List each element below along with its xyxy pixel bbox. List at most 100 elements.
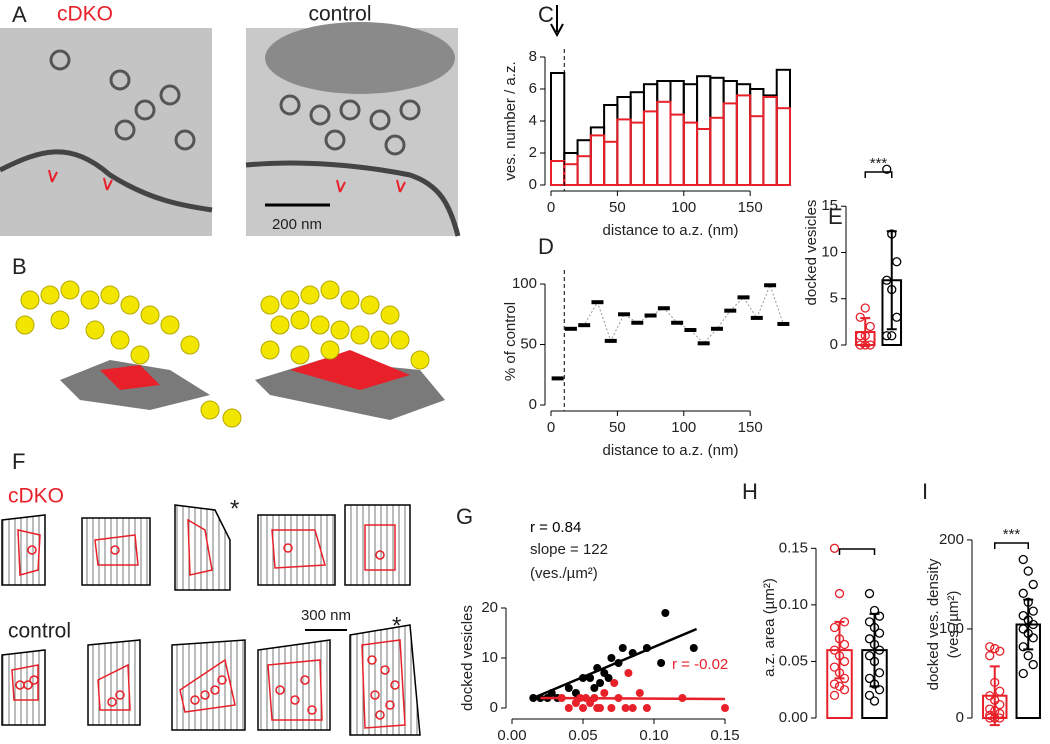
data-point bbox=[621, 704, 630, 712]
data-point bbox=[834, 668, 845, 678]
y-tick-label: 2 bbox=[529, 144, 537, 161]
panel-label: C bbox=[538, 2, 554, 27]
data-point bbox=[864, 617, 875, 627]
group-label: cDKO bbox=[8, 485, 64, 508]
data-point bbox=[995, 699, 1005, 710]
panel-label: G bbox=[456, 504, 473, 529]
data-point bbox=[596, 679, 605, 687]
x-tick-label: 0 bbox=[547, 199, 555, 216]
y-axis-label: docked vesicles bbox=[459, 605, 476, 711]
data-point bbox=[689, 644, 698, 652]
series-annotation: r = 0.84 bbox=[530, 519, 581, 536]
data-point bbox=[869, 605, 880, 616]
x-tick-label: 0.00 bbox=[497, 727, 526, 744]
y-axis-label: ves. number / a.z. bbox=[502, 61, 519, 180]
reconstruction-control bbox=[255, 280, 445, 420]
data-point bbox=[869, 639, 880, 650]
data-point bbox=[596, 704, 605, 712]
data-point bbox=[829, 679, 840, 689]
data-point bbox=[855, 312, 865, 322]
data-point bbox=[839, 617, 850, 627]
data-point bbox=[855, 331, 865, 341]
data-point bbox=[995, 713, 1005, 723]
bar bbox=[656, 80, 672, 186]
data-point bbox=[995, 646, 1005, 656]
data-point bbox=[864, 651, 875, 661]
y-tick-label: 0.00 bbox=[779, 709, 808, 726]
y-tick-label: 0 bbox=[830, 336, 838, 353]
bar bbox=[563, 163, 579, 186]
y-tick-label: 6 bbox=[529, 80, 537, 97]
y-tick-label: 0 bbox=[529, 396, 537, 413]
panel-label: H bbox=[742, 479, 758, 504]
data-point bbox=[874, 645, 885, 655]
data-point bbox=[864, 634, 875, 644]
y-tick-label: 0 bbox=[529, 176, 537, 193]
data-point bbox=[985, 710, 995, 720]
y-axis-label: a.z. area (µm²) bbox=[761, 578, 778, 677]
data-point bbox=[985, 651, 995, 661]
group-label: cDKO bbox=[57, 3, 113, 26]
bar bbox=[762, 94, 778, 186]
bar bbox=[682, 83, 699, 186]
y-tick-label: 20 bbox=[481, 599, 498, 616]
bar bbox=[775, 68, 792, 186]
data-point bbox=[990, 677, 1000, 688]
data-point bbox=[874, 611, 885, 621]
bar bbox=[775, 107, 792, 186]
data-point bbox=[1028, 606, 1038, 616]
asterisk: * bbox=[392, 612, 401, 639]
data-point bbox=[1018, 642, 1028, 652]
data-point bbox=[1028, 633, 1038, 643]
bar bbox=[762, 96, 778, 186]
data-point bbox=[887, 284, 897, 295]
data-point bbox=[860, 331, 870, 341]
bar bbox=[696, 128, 712, 186]
significance-label: *** bbox=[1003, 526, 1021, 543]
y-axis-label: docked ves. density bbox=[925, 558, 942, 690]
data-point bbox=[721, 704, 729, 712]
bar bbox=[749, 88, 765, 186]
bar bbox=[642, 83, 659, 186]
x-tick-label: 100 bbox=[671, 419, 696, 436]
bar bbox=[709, 116, 725, 186]
data-point bbox=[839, 656, 850, 667]
x-tick-label: 0.10 bbox=[639, 727, 668, 744]
y-tick-label: 0.05 bbox=[779, 652, 808, 669]
em-image-control bbox=[245, 22, 461, 237]
data-point bbox=[985, 642, 995, 652]
data-point bbox=[985, 704, 995, 714]
data-point bbox=[624, 669, 633, 677]
az-diagrams bbox=[1, 504, 421, 736]
bar bbox=[629, 91, 645, 186]
x-tick-label: 0.05 bbox=[568, 727, 597, 744]
bar bbox=[563, 152, 579, 186]
line bbox=[570, 283, 784, 345]
bar bbox=[550, 160, 566, 186]
data-point bbox=[864, 588, 875, 599]
bar bbox=[603, 140, 619, 187]
x-tick-label: 100 bbox=[671, 199, 696, 216]
y-tick-label: 8 bbox=[529, 48, 537, 65]
panel-label: I bbox=[922, 479, 928, 504]
data-point bbox=[1023, 597, 1033, 607]
data-point bbox=[882, 275, 892, 285]
bar bbox=[603, 104, 619, 186]
data-point bbox=[1028, 659, 1038, 670]
data-point bbox=[874, 628, 885, 638]
series-annotation: r = -0.02 bbox=[672, 656, 728, 673]
bar bbox=[735, 83, 752, 186]
x-axis-label: distance to a.z. (nm) bbox=[603, 442, 739, 459]
panel-label: D bbox=[538, 234, 554, 259]
scale-bar-label: 300 nm bbox=[301, 607, 351, 624]
significance-bracket bbox=[838, 548, 876, 555]
data-point bbox=[887, 229, 897, 239]
x-tick-label: 150 bbox=[738, 419, 763, 436]
data-point bbox=[874, 685, 885, 695]
data-point bbox=[869, 696, 880, 706]
y-tick-label: 15 bbox=[821, 197, 838, 214]
x-tick-label: 150 bbox=[738, 199, 763, 216]
x-tick-label: 0 bbox=[547, 419, 555, 436]
data-point bbox=[892, 312, 902, 322]
